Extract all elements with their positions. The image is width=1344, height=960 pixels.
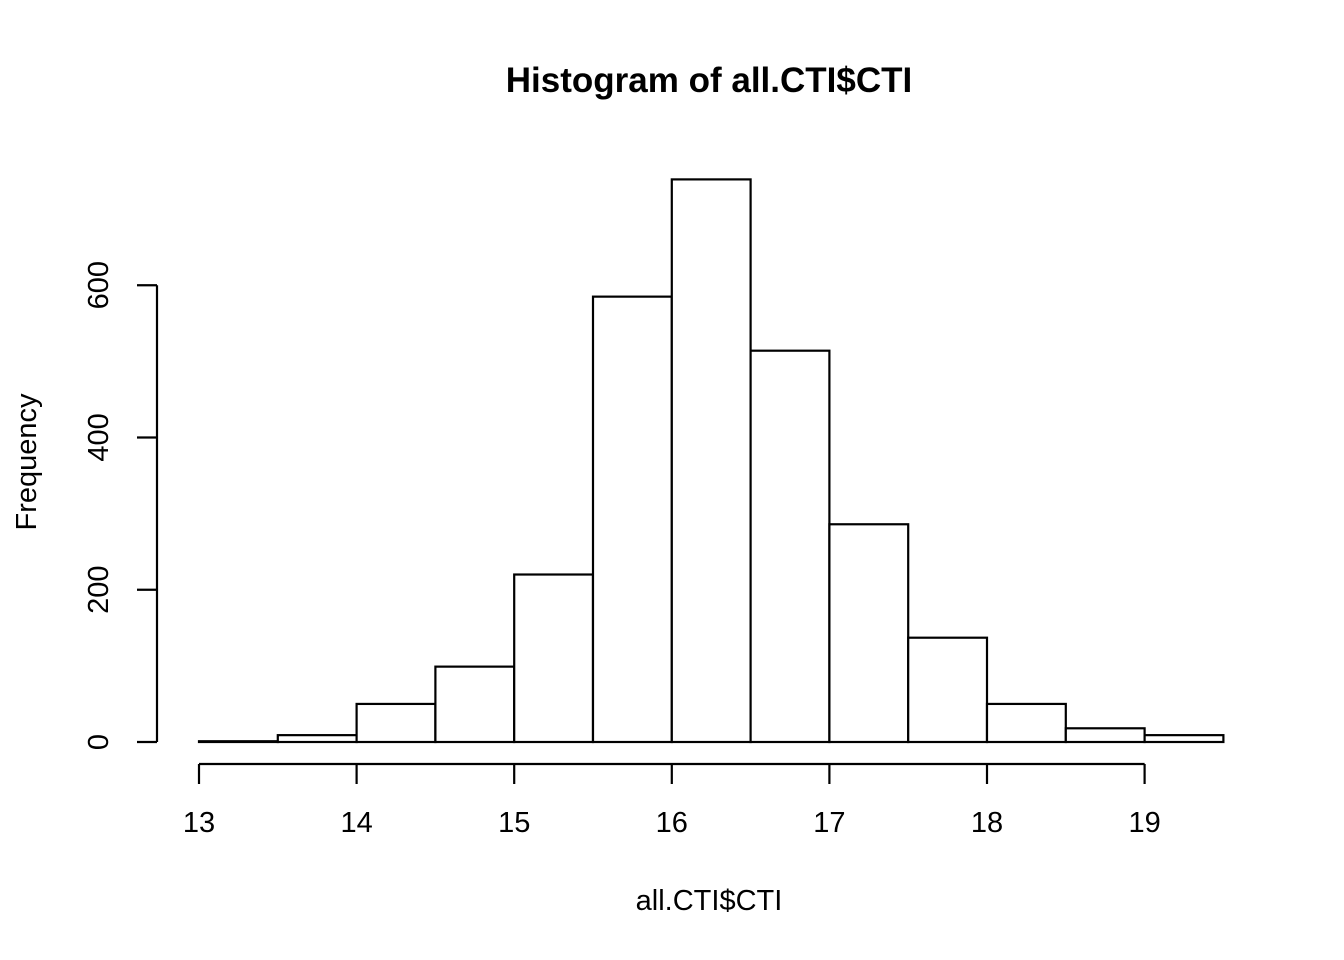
histogram-bar bbox=[276, 734, 358, 744]
histogram-bar bbox=[1143, 734, 1225, 744]
histogram-bar bbox=[1064, 727, 1146, 744]
x-axis-label: all.CTI$CTI bbox=[636, 885, 783, 917]
histogram-bar bbox=[355, 702, 437, 744]
bars-group bbox=[197, 178, 1225, 744]
x-tick-label: 16 bbox=[656, 807, 688, 839]
histogram-bar bbox=[985, 702, 1067, 744]
x-axis: 13 14 15 16 17 18 19 bbox=[183, 762, 1161, 839]
histogram-bar bbox=[907, 636, 989, 744]
histogram-bar bbox=[434, 665, 516, 744]
x-tick-label: 18 bbox=[971, 807, 1003, 839]
x-tick-label: 13 bbox=[183, 807, 215, 839]
histogram-bar bbox=[591, 295, 673, 744]
y-tick-label: 600 bbox=[83, 261, 115, 309]
y-tick-label: 200 bbox=[83, 566, 115, 614]
histogram-bar bbox=[197, 740, 279, 744]
histogram-bar bbox=[670, 178, 752, 744]
x-tick-label: 15 bbox=[498, 807, 530, 839]
histogram-bar bbox=[749, 349, 831, 744]
y-axis: 0 200 400 600 bbox=[83, 261, 159, 750]
x-tick-label: 19 bbox=[1128, 807, 1160, 839]
histogram-bar bbox=[513, 573, 595, 744]
y-tick-label: 0 bbox=[83, 734, 115, 750]
chart-title: Histogram of all.CTI$CTI bbox=[506, 61, 912, 100]
x-tick-label: 14 bbox=[340, 807, 372, 839]
y-axis-label: Frequency bbox=[11, 393, 43, 531]
histogram-bar bbox=[828, 523, 910, 744]
y-tick-label: 400 bbox=[83, 413, 115, 461]
x-tick-label: 17 bbox=[813, 807, 845, 839]
